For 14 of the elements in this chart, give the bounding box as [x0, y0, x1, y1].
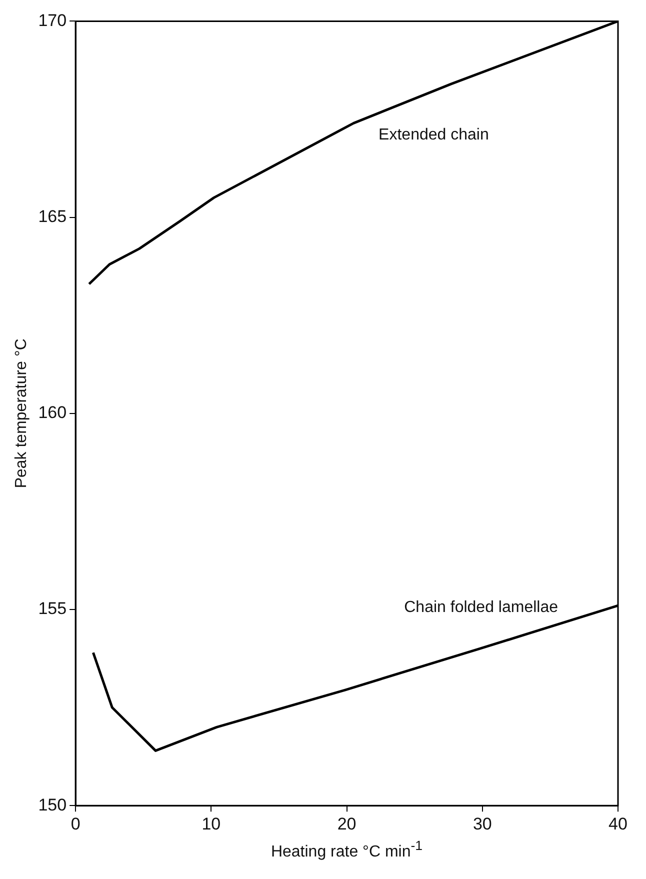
- x-tick-label: 10: [202, 814, 221, 834]
- series-label: Chain folded lamellae: [404, 598, 558, 616]
- x-axis-title: Heating rate °C min$^{-1}$: [270, 838, 424, 862]
- y-axis-title: Peak temperature °C: [13, 338, 30, 488]
- series-label: Extended chain: [378, 126, 489, 144]
- x-tick-label: 20: [337, 814, 356, 834]
- x-tick-label: 0: [70, 814, 80, 834]
- y-tick-label: 160: [38, 403, 67, 422]
- x-tick-label: 30: [472, 814, 492, 834]
- y-tick-label: 150: [38, 795, 67, 814]
- y-tick-label: 165: [38, 206, 67, 226]
- y-tick-label: 170: [38, 10, 67, 30]
- y-tick-label: 155: [38, 599, 67, 618]
- x-tick-label: 40: [608, 814, 628, 834]
